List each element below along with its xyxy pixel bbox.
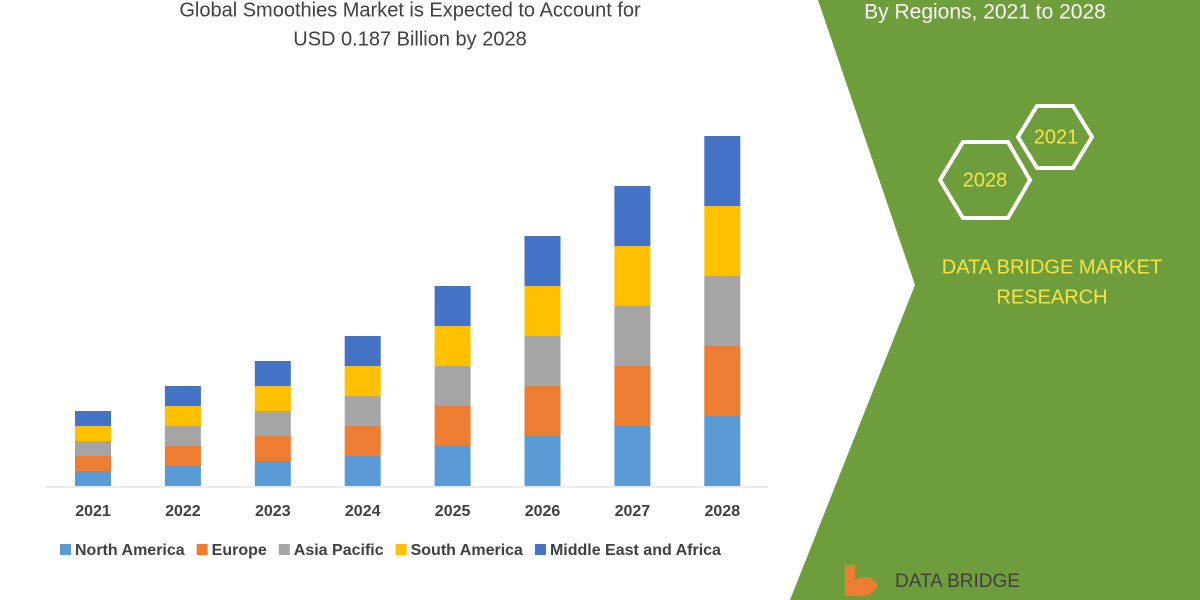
bar-segment bbox=[254, 386, 291, 411]
bar-segment bbox=[164, 446, 201, 466]
legend-swatch bbox=[60, 544, 71, 555]
x-tick-label: 2022 bbox=[165, 503, 201, 520]
bar-segment bbox=[704, 276, 741, 346]
bar-segment bbox=[704, 206, 741, 276]
bar-segment bbox=[164, 386, 201, 406]
bar-segment bbox=[434, 446, 471, 486]
bar-segment bbox=[614, 246, 651, 306]
bar-segment bbox=[254, 461, 291, 486]
legend-swatch bbox=[196, 544, 208, 555]
legend-swatch bbox=[534, 544, 546, 555]
x-tick-label: 2025 bbox=[435, 503, 471, 520]
bar-segment bbox=[254, 436, 291, 461]
legend-label: Asia Pacific bbox=[294, 542, 384, 559]
chart-title: USD 0.187 Billion by 2028 bbox=[293, 28, 526, 50]
legend-swatch bbox=[278, 544, 290, 555]
bar-segment bbox=[434, 286, 471, 326]
bar-segment bbox=[704, 346, 741, 416]
logo-icon bbox=[845, 565, 878, 597]
bar-segment bbox=[344, 336, 381, 366]
bar-segment bbox=[344, 456, 381, 486]
hexagon bbox=[937, 140, 1033, 220]
legend-label: South America bbox=[411, 542, 523, 559]
bar-segment bbox=[524, 286, 561, 336]
bar-segment bbox=[164, 406, 201, 426]
brand-text: RESEARCH bbox=[996, 286, 1107, 308]
bar-segment bbox=[254, 411, 291, 436]
bar-segment bbox=[524, 386, 561, 436]
hexagon bbox=[1015, 104, 1095, 170]
bar-segment bbox=[434, 326, 471, 366]
bar-segment bbox=[75, 441, 111, 456]
x-tick-label: 2023 bbox=[255, 503, 291, 520]
bar-segment bbox=[524, 236, 561, 286]
bar-segment bbox=[614, 186, 651, 246]
bar-segment bbox=[164, 466, 201, 486]
legend-label: Middle East and Africa bbox=[550, 542, 721, 559]
legend-swatch bbox=[395, 544, 407, 555]
bar-segment bbox=[344, 426, 381, 456]
bar-segment bbox=[524, 436, 561, 486]
bar-segment bbox=[75, 471, 111, 486]
x-tick-label: 2026 bbox=[525, 503, 561, 520]
side-heading: By Regions, 2021 to 2028 bbox=[864, 1, 1106, 24]
bar-segment bbox=[614, 306, 651, 366]
bar-segment bbox=[614, 426, 651, 486]
x-tick-label: 2028 bbox=[705, 503, 741, 520]
bar-segment bbox=[344, 366, 381, 396]
chart-title: Global Smoothies Market is Expected to A… bbox=[179, 0, 641, 21]
legend-label: North America bbox=[75, 542, 185, 559]
badge: 2028 bbox=[963, 169, 1008, 191]
x-tick-label: 2027 bbox=[615, 503, 651, 520]
bar-segment bbox=[434, 366, 471, 406]
bar-segment bbox=[704, 416, 741, 486]
bar-segment bbox=[704, 136, 741, 206]
bar-segment bbox=[344, 396, 381, 426]
bar-segment bbox=[75, 426, 111, 441]
bar-segment bbox=[75, 456, 111, 471]
legend-label: Europe bbox=[212, 542, 267, 559]
bar-segment bbox=[524, 336, 561, 386]
bar-segment bbox=[614, 366, 651, 426]
side-panel-bg bbox=[790, 0, 1200, 600]
bar-segment bbox=[254, 361, 291, 386]
bar-segment bbox=[434, 406, 471, 446]
x-tick-label: 2024 bbox=[345, 503, 381, 520]
badge: 2021 bbox=[1034, 126, 1079, 148]
bar-segment bbox=[164, 426, 201, 446]
logo-text: DATA BRIDGE bbox=[895, 571, 1020, 592]
brand-text: DATA BRIDGE MARKET bbox=[942, 256, 1162, 278]
x-tick-label: 2021 bbox=[75, 503, 111, 520]
bar-segment bbox=[75, 411, 111, 426]
